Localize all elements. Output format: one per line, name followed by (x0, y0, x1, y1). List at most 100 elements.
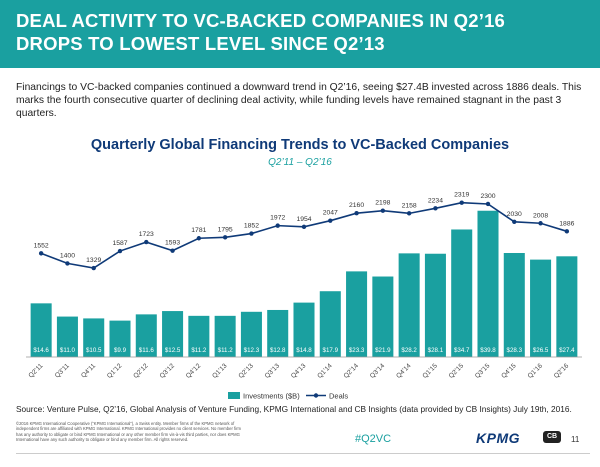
deals-data-label: 2030 (507, 211, 522, 218)
investment-bar-label: $11.2 (191, 347, 207, 354)
x-axis-tick-label: Q2’14 (343, 362, 361, 380)
chart-legend: Investments ($B) Deals (228, 392, 348, 401)
deals-point (564, 229, 570, 234)
investment-bar-label: $14.6 (33, 347, 49, 354)
x-axis-tick-label: Q2’11 (28, 362, 45, 379)
x-axis-tick-label: Q3’12 (159, 362, 177, 380)
x-axis-tick-label: Q2’13 (237, 362, 255, 380)
footer-divider (16, 453, 590, 454)
deals-point (406, 211, 412, 216)
investment-bar-label: $26.5 (533, 347, 549, 354)
hashtag-label: #Q2VC (355, 433, 392, 445)
deals-data-label: 2319 (454, 192, 469, 199)
investment-bar (293, 302, 315, 357)
investment-bar-label: $28.3 (507, 347, 523, 354)
x-axis-tick-label: Q2’15 (448, 362, 466, 380)
deals-point (485, 201, 491, 207)
deals-point (433, 206, 438, 211)
deals-data-label: 2047 (323, 210, 338, 217)
deals-data-label: 2158 (402, 202, 417, 209)
deals-point (91, 265, 96, 271)
investment-bar (319, 291, 341, 357)
x-axis-tick-label: Q4’12 (185, 362, 203, 380)
deals-point (117, 248, 123, 254)
investment-bar-label: $27.4 (559, 347, 575, 354)
deals-point (380, 208, 386, 213)
deals-data-label: 2234 (428, 197, 443, 204)
deals-data-label: 1795 (218, 226, 233, 233)
investment-bar (109, 320, 131, 357)
x-axis-tick-label: Q2’12 (132, 362, 150, 380)
deals-point (512, 219, 517, 225)
investment-bar-label: $28.1 (428, 347, 444, 354)
legend-swatch-investments (228, 392, 240, 399)
deals-point (354, 211, 359, 216)
deals-point (196, 236, 202, 241)
x-axis-tick-label: Q3’15 (474, 362, 492, 380)
investment-bar-label: $11.2 (218, 347, 234, 354)
investment-bar (162, 311, 184, 357)
source-note: Source: Venture Pulse, Q2’16, Global Ana… (16, 404, 572, 414)
deals-data-label: 2160 (349, 202, 364, 209)
deals-point (459, 200, 464, 205)
page-title: DEAL ACTIVITY TO VC-BACKED COMPANIES IN … (16, 9, 586, 55)
investment-bar-label: $17.9 (323, 347, 339, 354)
x-axis-tick-label: Q1’13 (211, 362, 229, 380)
deals-data-label: 1593 (165, 240, 180, 247)
deals-point (222, 235, 228, 240)
investment-bar (346, 271, 368, 357)
investment-bar (30, 303, 52, 357)
investment-bar (214, 315, 236, 357)
x-axis-tick-label: Q3’11 (54, 362, 71, 379)
x-axis-tick-label: Q4’13 (290, 362, 308, 380)
investment-bar-label: $34.7 (454, 347, 470, 354)
deals-data-label: 1329 (86, 257, 101, 264)
deals-data-label: 1972 (270, 215, 285, 222)
deals-data-label: 2198 (375, 200, 390, 207)
x-axis-tick-label: Q4’15 (500, 362, 518, 380)
investment-bar-label: $12.5 (165, 347, 181, 354)
chart-title: Quarterly Global Financing Trends to VC-… (90, 137, 510, 153)
deals-data-label: 2008 (533, 212, 548, 219)
x-axis-tick-label: Q1’14 (316, 362, 334, 380)
title-line-2: DROPS TO LOWEST LEVEL SINCE Q2’13 (16, 33, 385, 54)
x-axis-tick-label: Q3’13 (264, 362, 282, 380)
legal-disclaimer: ©2016 KPMG International Cooperative (“K… (16, 421, 241, 442)
x-axis-tick-label: Q1’16 (527, 362, 545, 380)
deals-data-label: 1400 (60, 252, 75, 259)
investment-bar-label: $14.8 (296, 347, 312, 354)
deals-point (301, 224, 307, 230)
deals-point (249, 231, 254, 236)
investment-bar (188, 315, 210, 357)
intro-paragraph: Financings to VC-backed companies contin… (16, 82, 582, 120)
investment-bars (30, 210, 578, 357)
deals-data-labels: 1552 1400 1329 1587 1723 1593 1781 1795 1852 1972… (34, 192, 575, 264)
kpmg-logo: KPMG (476, 430, 520, 446)
legend-label-deals: Deals (329, 392, 348, 401)
deals-point (144, 239, 149, 245)
deals-point (38, 251, 44, 256)
investment-bar (56, 316, 78, 357)
investment-bar-label: $21.9 (375, 347, 391, 354)
deals-data-label: 1852 (244, 223, 259, 230)
deals-point (538, 221, 543, 226)
x-axis-tick-label: Q1’12 (106, 362, 124, 380)
x-axis-tick-label: Q2’16 (553, 362, 571, 380)
deals-data-label: 1723 (139, 231, 154, 238)
legend-swatch-deals-marker (313, 393, 319, 398)
investment-bar (240, 311, 262, 357)
investment-bar (503, 252, 525, 357)
investment-bar (372, 276, 394, 357)
investment-bar (424, 253, 446, 357)
investment-bar-label: $23.3 (349, 347, 365, 354)
chart-subtitle: Q2’11 – Q2’16 (268, 157, 332, 168)
investment-bar-label: $9.9 (114, 347, 127, 354)
deals-point (275, 223, 280, 228)
deals-data-label: 1552 (34, 242, 49, 249)
investment-bar-label: $39.8 (480, 347, 496, 354)
investment-bar-label: $11.6 (139, 347, 155, 354)
investment-bar-label: $11.0 (60, 347, 76, 354)
investment-bar (135, 314, 157, 357)
deals-data-label: 2300 (480, 193, 495, 200)
